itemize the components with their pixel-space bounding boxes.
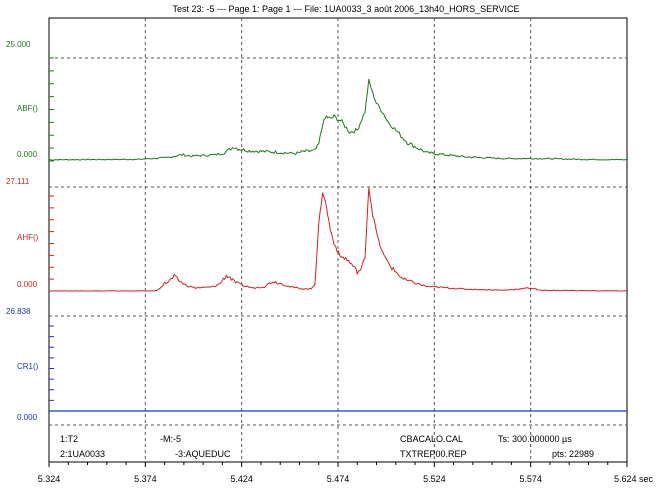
- panel-abf: 25.000 0.000 ABF(): [6, 40, 628, 162]
- info-channel-2: 2:1UA0033: [60, 449, 105, 459]
- info-site: -3:AQUEDUC: [175, 449, 231, 459]
- panel-cr1: 26.838 0.000 CR1(): [6, 307, 627, 422]
- x-tick-label: 5.574: [519, 474, 542, 484]
- y-axis-label: AHF(): [17, 233, 39, 242]
- info-cal-file: CBACALO.CAL: [400, 434, 463, 444]
- x-axis: 5.324 5.374 5.424 5.474 5.524 5.574 5.624 sec: [38, 462, 654, 484]
- y-min-label: 0.000: [17, 280, 38, 289]
- y-max-label: 27.111: [6, 177, 30, 186]
- vertical-gridlines: [144, 18, 532, 462]
- x-tick-label: 5.424: [230, 474, 253, 484]
- info-rep-file: TXTREP00.REP: [400, 449, 467, 459]
- info-channel-1: 1:T2: [60, 434, 78, 444]
- series-line-ahf: [49, 187, 628, 292]
- x-tick-label: 5.474: [327, 474, 350, 484]
- series-line-abf: [48, 78, 628, 161]
- info-marker: -M:-5: [160, 434, 181, 444]
- x-tick-label: 5.624 sec: [614, 474, 654, 484]
- y-max-label: 25.000: [6, 40, 31, 49]
- y-axis-label: CR1(): [17, 362, 39, 371]
- x-tick-label: 5.374: [134, 474, 157, 484]
- chart-panels: 25.000 0.000 ABF() 27.111 0.000 AHF() 26.838 0.…: [6, 40, 628, 422]
- x-tick-label: 5.324: [38, 474, 61, 484]
- x-tick-label: 5.524: [423, 474, 446, 484]
- y-axis-label: ABF(): [17, 104, 38, 113]
- y-max-label: 26.838: [6, 307, 31, 316]
- y-min-label: 0.000: [17, 150, 38, 159]
- info-points: pts: 22989: [552, 449, 594, 459]
- panel-ahf: 27.111 0.000 AHF(): [6, 177, 628, 292]
- chart-title: Test 23: -5 --- Page 1: Page 1 --- File:…: [172, 4, 519, 14]
- info-sampling: Ts: 300.000000 µs: [498, 434, 572, 444]
- y-min-label: 0.000: [17, 413, 38, 422]
